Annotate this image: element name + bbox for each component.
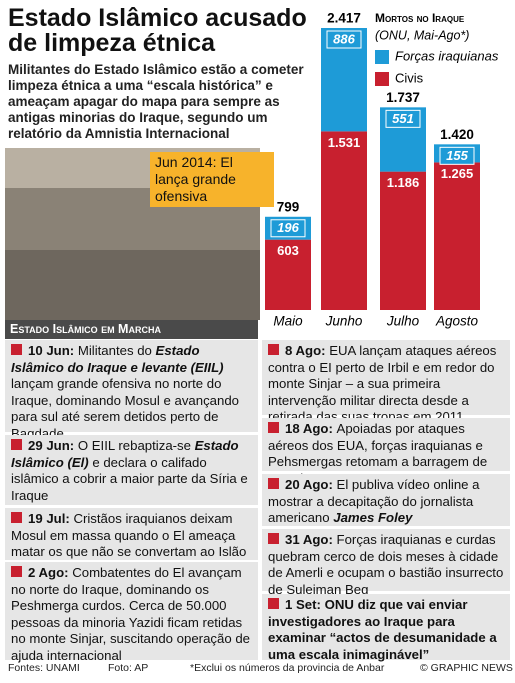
timeline-entry: 8 Ago: EUA lançam ataques aéreos contra o… xyxy=(262,340,510,424)
subtitle: Militantes do Estado Islâmico estão a co… xyxy=(8,62,304,141)
entry-date: 10 Jun: xyxy=(11,343,78,358)
timeline-entry: 31 Ago: Forças iraquianas e curdas quebra… xyxy=(262,529,510,597)
timeline-entry: 20 Ago: El publiva vídeo online a mostrar… xyxy=(262,474,510,526)
value-label-box xyxy=(326,30,362,49)
header: Estado Islâmico acusado de limpeza étnic… xyxy=(8,6,308,56)
entry-date: 29 Jun: xyxy=(11,438,78,453)
entry-date: 31 Ago: xyxy=(268,532,337,547)
value-label: 603 xyxy=(277,243,299,258)
total-label: 2.417 xyxy=(327,11,361,26)
x-tick-label: Maio xyxy=(273,314,303,329)
credit: © GRAPHIC NEWS xyxy=(420,662,513,674)
entry-text: ONU diz que vai enviar investigadores ao… xyxy=(268,597,497,662)
entry-text: Estado Islâmico do Iraque e levante (EII… xyxy=(11,343,224,375)
bar-segment xyxy=(265,239,311,310)
timeline-entry: 1 Set: ONU diz que vai enviar investigado… xyxy=(262,594,510,662)
entry-text: Estado Islâmico (El) xyxy=(11,438,239,470)
legend-title: Mortos no Iraque xyxy=(375,11,465,25)
value-label: 1.186 xyxy=(387,175,420,190)
entry-text: Apoiadas por ataques aéreos dos EUA, for… xyxy=(268,421,488,486)
x-tick-label: Agosto xyxy=(435,314,479,329)
value-label: 1.531 xyxy=(328,135,361,150)
timeline-entry: 18 Ago: Apoiadas por ataques aéreos dos E… xyxy=(262,418,510,486)
value-label: 551 xyxy=(392,111,414,126)
timeline-entry: 29 Jun: O EIIL rebaptiza-se Estado Islâmi… xyxy=(5,435,258,505)
value-label: 1.265 xyxy=(441,166,474,181)
entry-text: Forças iraquianas e curdas quebram cerco… xyxy=(268,532,504,597)
entry-date: 18 Ago: xyxy=(268,421,337,436)
value-label: 155 xyxy=(446,148,468,163)
timeline-entry: 10 Jun: Militantes do Estado Islâmico do … xyxy=(5,340,258,441)
entry-date: 2 Ago: xyxy=(11,565,72,580)
legend-label: Civis xyxy=(395,70,424,85)
bar-segment xyxy=(434,162,480,310)
entry-text: Cristãos iraquianos deixam Mosul em mass… xyxy=(11,511,247,559)
value-label: 886 xyxy=(333,31,355,46)
x-tick-label: Julho xyxy=(386,314,420,329)
entry-date: 20 Ago: xyxy=(268,477,337,492)
legend-label: Forças iraquianas xyxy=(395,48,499,63)
entry-text: El publiva vídeo online a mostrar a deca… xyxy=(268,477,480,525)
section-title: Estado Islâmico em Marcha xyxy=(5,320,258,339)
legend-swatch xyxy=(375,50,389,64)
value-label-box xyxy=(270,219,306,238)
timeline-entry: 19 Jul: Cristãos iraquianos deixam Mosul … xyxy=(5,508,258,560)
entry-text: O EIIL rebaptiza-se xyxy=(77,438,195,453)
note: *Exclui os números da provincia de Anbar xyxy=(190,662,385,674)
entry-date: 1 Set: xyxy=(268,597,325,612)
entry-text: e declara o califado islâmico a cobrir a… xyxy=(11,454,248,503)
entry-date: 8 Ago: xyxy=(268,343,329,358)
legend-swatch xyxy=(375,72,389,86)
callout: Jun 2014: El lança grande ofensiva xyxy=(150,152,274,207)
total-label: 1.737 xyxy=(386,90,420,105)
sources: Fontes: UNAMI xyxy=(8,662,80,674)
value-label: 196 xyxy=(277,220,299,235)
entry-text: Combatentes do El avançam no norte do Ir… xyxy=(11,565,250,663)
x-tick-label: Junho xyxy=(325,314,363,329)
entry-text: James Foley xyxy=(333,510,413,525)
photo-credit: Foto: AP xyxy=(108,662,149,674)
photo-ground xyxy=(5,250,260,320)
value-label-box xyxy=(385,109,421,128)
entry-date: 19 Jul: xyxy=(11,511,73,526)
bar-segment xyxy=(380,171,426,310)
timeline-entry: 2 Ago: Combatentes do El avançam no norte… xyxy=(5,562,258,663)
entry-text: Militantes do xyxy=(77,343,156,358)
entry-text: lançam grande ofensiva no norte do Iraqu… xyxy=(11,376,240,441)
title: Estado Islâmico acusado de limpeza étnic… xyxy=(8,4,307,57)
bar-segment xyxy=(321,131,367,310)
legend-subtitle: (ONU, Mai-Ago*) xyxy=(375,28,469,42)
total-label: 799 xyxy=(277,199,300,214)
total-label: 1.420 xyxy=(440,127,474,142)
value-label-box xyxy=(439,146,475,165)
